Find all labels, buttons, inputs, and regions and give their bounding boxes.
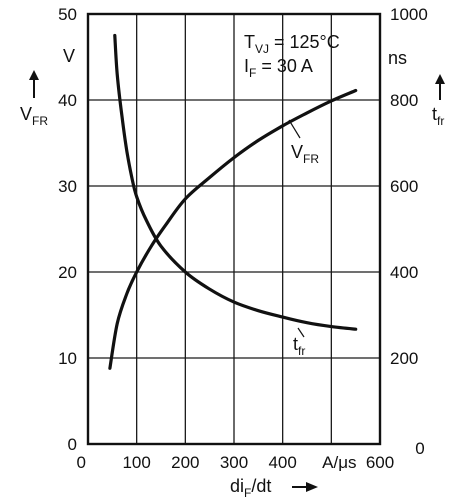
left-axis-unit: V — [63, 46, 75, 66]
right-y-tick-label: 200 — [390, 349, 418, 368]
left-axis-symbol: VFR — [20, 104, 48, 128]
x-tick-label: 100 — [122, 453, 150, 472]
right-y-tick-label: 600 — [390, 177, 418, 196]
left-axis-arrow-icon — [29, 70, 39, 98]
right-y-tick-label: 0 — [415, 439, 424, 458]
tfr-leader-line — [297, 327, 305, 338]
x-tick-label: 600 — [366, 453, 394, 472]
x-tick-label: 200 — [171, 453, 199, 472]
x-axis-label: diF/dt — [230, 476, 271, 500]
vertical-gridlines — [136, 14, 332, 444]
left-y-tick-label: 0 — [68, 435, 77, 454]
condition-temperature: TVJ = 125°C — [244, 32, 340, 56]
series-line-tfr — [113, 33, 358, 331]
right-y-tick-label: 800 — [390, 91, 418, 110]
x-tick-label: 0 — [77, 453, 86, 472]
right-axis-arrow-icon — [435, 74, 445, 100]
left-y-tick-label: 10 — [58, 349, 77, 368]
x-tick-label: A/μs — [322, 453, 356, 472]
vfr-leader-line — [288, 119, 301, 139]
right-y-tick-label: 1000 — [390, 5, 428, 24]
right-y-tick-labels: 0 200 400 600 800 1000 — [390, 5, 428, 458]
x-tick-label: 300 — [220, 453, 248, 472]
left-y-tick-label: 20 — [58, 263, 77, 282]
plot-frame — [86, 12, 382, 446]
left-y-tick-label: 50 — [58, 5, 77, 24]
left-y-tick-labels: 0 10 20 30 40 50 — [58, 5, 77, 454]
left-y-tick-label: 40 — [58, 91, 77, 110]
x-tick-label: 400 — [268, 453, 296, 472]
x-axis-arrow-icon — [292, 482, 318, 492]
series-line-vfr — [108, 88, 358, 370]
x-tick-labels: 0 100 200 300 400 A/μs 600 — [77, 453, 395, 472]
condition-current: IF = 30 A — [244, 56, 313, 80]
right-axis-unit: ns — [388, 48, 407, 68]
right-axis-symbol: tfr — [432, 104, 444, 128]
right-y-tick-label: 400 — [390, 263, 418, 282]
series-label-tfr: tfr — [293, 334, 305, 358]
series-label-vfr: VFR — [291, 142, 319, 166]
left-y-tick-label: 30 — [58, 177, 77, 196]
